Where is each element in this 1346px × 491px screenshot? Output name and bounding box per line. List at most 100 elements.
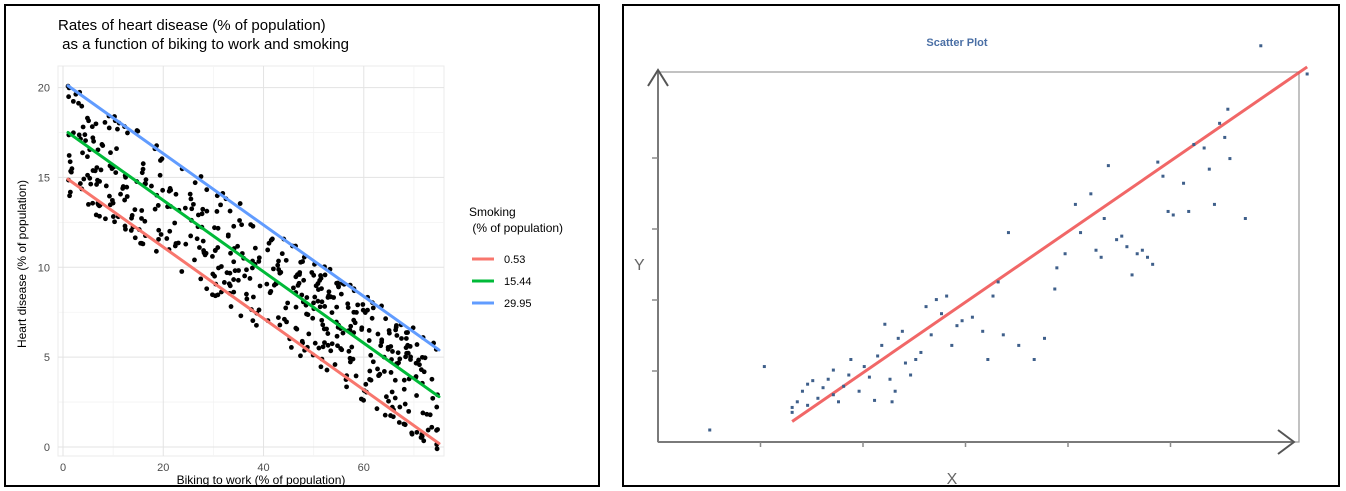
data-point bbox=[405, 350, 411, 356]
data-point bbox=[383, 394, 389, 400]
data-point bbox=[842, 384, 846, 388]
data-point bbox=[409, 430, 415, 436]
data-point bbox=[244, 267, 249, 273]
data-point bbox=[188, 196, 194, 202]
data-point bbox=[244, 296, 250, 302]
data-point bbox=[250, 294, 256, 300]
data-point bbox=[888, 377, 892, 381]
data-point bbox=[252, 245, 258, 251]
data-point bbox=[311, 272, 317, 278]
data-point bbox=[394, 333, 400, 338]
data-point bbox=[268, 288, 274, 294]
data-point bbox=[248, 222, 254, 227]
data-point bbox=[395, 350, 401, 356]
data-point bbox=[271, 282, 277, 288]
data-point bbox=[790, 405, 794, 409]
data-point bbox=[970, 315, 974, 319]
data-point bbox=[237, 218, 242, 223]
data-point bbox=[405, 330, 410, 335]
data-point bbox=[254, 322, 259, 328]
data-point bbox=[132, 235, 138, 241]
data-point bbox=[831, 393, 835, 397]
data-point bbox=[313, 283, 319, 289]
data-point bbox=[210, 271, 216, 277]
data-point bbox=[1135, 252, 1139, 256]
data-point bbox=[109, 197, 115, 203]
data-point bbox=[265, 247, 271, 253]
data-point bbox=[867, 375, 871, 379]
data-point bbox=[914, 358, 918, 361]
data-point bbox=[382, 412, 388, 418]
data-point bbox=[318, 364, 324, 370]
data-point bbox=[294, 326, 300, 332]
data-point bbox=[414, 342, 420, 347]
data-point bbox=[103, 216, 108, 222]
data-point bbox=[1146, 255, 1149, 259]
data-point bbox=[66, 94, 72, 100]
data-point bbox=[107, 193, 112, 199]
data-point bbox=[183, 241, 189, 247]
x-axis-ticks bbox=[759, 442, 1172, 447]
data-point bbox=[326, 293, 332, 299]
data-point bbox=[397, 404, 403, 410]
data-point bbox=[806, 382, 810, 386]
data-point bbox=[365, 307, 370, 313]
data-point bbox=[140, 241, 146, 247]
data-point bbox=[322, 304, 328, 309]
data-point bbox=[306, 331, 312, 337]
data-point bbox=[359, 327, 365, 332]
data-point bbox=[386, 398, 391, 404]
data-point bbox=[379, 337, 385, 343]
data-point bbox=[419, 354, 425, 360]
chart-title: Scatter Plot bbox=[926, 37, 987, 49]
data-point bbox=[1202, 146, 1206, 150]
data-point bbox=[132, 207, 138, 213]
data-point bbox=[795, 400, 799, 404]
data-point bbox=[408, 354, 414, 360]
x-tick-label: 20 bbox=[157, 462, 169, 474]
data-point bbox=[299, 292, 305, 298]
data-point bbox=[427, 412, 433, 418]
data-point bbox=[388, 370, 394, 375]
data-point bbox=[862, 365, 866, 369]
data-point bbox=[345, 305, 351, 310]
data-point bbox=[1156, 160, 1160, 164]
data-point bbox=[329, 341, 335, 347]
data-point bbox=[811, 379, 815, 383]
data-point bbox=[96, 203, 102, 209]
data-point bbox=[228, 304, 234, 309]
x-axis-label: X bbox=[947, 471, 958, 488]
data-point bbox=[331, 295, 337, 300]
data-point bbox=[434, 446, 440, 452]
data-point bbox=[195, 212, 201, 218]
trend-line-segment bbox=[791, 65, 1309, 423]
data-point bbox=[194, 236, 200, 242]
regression-line bbox=[66, 130, 441, 399]
data-point bbox=[346, 348, 352, 354]
data-point bbox=[1017, 343, 1021, 347]
data-point bbox=[420, 410, 426, 416]
data-point bbox=[276, 258, 281, 264]
data-point bbox=[401, 386, 407, 392]
data-point bbox=[396, 420, 402, 425]
data-point bbox=[378, 343, 384, 349]
data-point bbox=[275, 262, 281, 268]
data-point bbox=[1259, 44, 1263, 48]
data-point bbox=[99, 142, 105, 147]
data-point bbox=[386, 328, 392, 333]
regression-lines bbox=[66, 84, 441, 445]
data-point bbox=[106, 125, 112, 131]
data-point bbox=[67, 189, 73, 195]
data-point bbox=[1063, 252, 1067, 256]
data-point bbox=[91, 138, 97, 144]
data-point bbox=[94, 182, 99, 187]
data-point bbox=[256, 255, 262, 261]
data-point bbox=[1140, 248, 1144, 252]
data-point bbox=[873, 398, 877, 402]
data-point bbox=[986, 358, 990, 361]
data-point bbox=[1079, 231, 1083, 235]
data-point bbox=[883, 322, 887, 326]
chart-title-line2: as a function of biking to work and smok… bbox=[58, 36, 349, 53]
data-point bbox=[399, 336, 404, 341]
data-point bbox=[324, 367, 330, 373]
